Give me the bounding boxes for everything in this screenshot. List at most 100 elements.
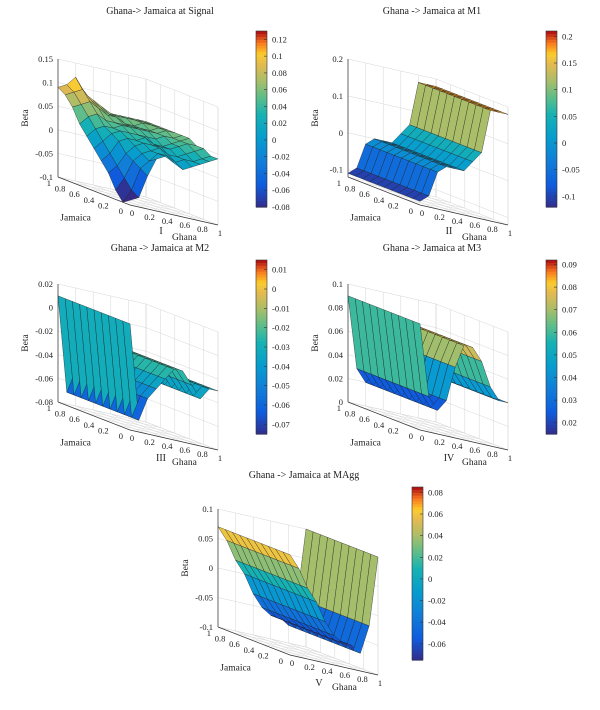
- colorbar-segment: [546, 45, 557, 50]
- colorbar: 0.12 0.1 0.08 0.06 0.04 0.02 0 -0.02 -0.04 -0.06 -…: [255, 30, 290, 212]
- colorbar-segment: [412, 530, 423, 534]
- colorbar-segment: [546, 36, 557, 41]
- y-gridline: [405, 101, 494, 220]
- floor-front-edge: [347, 176, 509, 226]
- colorbar-segment: [546, 413, 557, 418]
- colorbar-segment: [256, 347, 267, 351]
- colorbar-segment: [546, 130, 557, 135]
- z-tick-label: 0: [209, 563, 213, 573]
- colorbar-segment: [546, 393, 557, 397]
- z-tick-label: 0.06: [328, 326, 343, 336]
- y-gridline: [57, 304, 147, 423]
- colorbar-segment: [256, 183, 267, 188]
- colorbar-segment: [546, 323, 557, 328]
- y-tick-label: 0.2: [98, 200, 109, 210]
- colorbar-segment: [256, 192, 267, 196]
- x-tick-label: 0.8: [487, 224, 498, 234]
- colorbar-segment: [256, 407, 267, 412]
- y-tick-label: 0.8: [55, 184, 66, 194]
- colorbar-segment: [412, 602, 423, 606]
- surface-facet: [201, 386, 219, 392]
- colorbar-segment: [412, 510, 423, 514]
- colorbar-segment: [256, 142, 267, 146]
- colorbar-segment: [256, 428, 267, 432]
- x-tick-label: 0.8: [197, 224, 208, 234]
- colorbar-segment: [412, 639, 423, 644]
- colorbar-segment: [546, 358, 557, 363]
- colorbar-segment: [546, 376, 557, 380]
- colorbar-segment: [546, 294, 557, 299]
- colorbar-segment: [546, 297, 557, 302]
- colorbar-segment: [256, 57, 267, 61]
- colorbar-segment: [256, 51, 267, 56]
- colorbar-segment: [412, 527, 423, 531]
- y-tick-label: 0.2: [98, 425, 109, 435]
- colorbar: 0.01 0 -0.01 -0.02 -0.03 -0.04 -0.05 -0.06 -0.07: [255, 259, 290, 435]
- y-tick-label: 0: [279, 656, 283, 666]
- colorbar-tick-label: 0.04: [428, 531, 444, 541]
- colorbar-segment: [256, 75, 267, 79]
- colorbar-segment: [256, 110, 267, 114]
- colorbar-segment: [256, 274, 267, 278]
- z-tick-label: 0.1: [202, 504, 213, 514]
- z-tick-label: -0.06: [35, 373, 53, 383]
- colorbar-segment: [412, 587, 423, 592]
- y-tick-label: 0.6: [69, 189, 80, 199]
- colorbar-segment: [256, 101, 267, 105]
- colorbar-segment: [546, 274, 557, 278]
- colorbar-segment: [412, 544, 423, 549]
- colorbar-segment: [256, 42, 267, 47]
- colorbar-segment: [412, 590, 423, 595]
- y-gridline: [101, 95, 190, 215]
- colorbar-tick-label: 0.03: [562, 395, 577, 405]
- colorbar-tick-label: -0.05: [272, 381, 290, 391]
- colorbar-segment: [546, 186, 557, 190]
- colorbar-segment: [546, 318, 557, 322]
- x-tick-label: 0.4: [162, 216, 173, 226]
- y-tick-label: 0.4: [244, 645, 255, 655]
- x-tick-label: 0.2: [304, 662, 315, 672]
- x-axis-label: Ghana: [172, 233, 198, 243]
- x-tick-label: 0: [290, 658, 294, 668]
- colorbar-segment: [256, 89, 267, 94]
- colorbar-tick-label: 0.15: [562, 58, 577, 68]
- chart-title: Ghana -> Jamaica at M3: [383, 243, 481, 254]
- colorbar-segment: [546, 280, 557, 284]
- colorbar-segment: [256, 315, 267, 319]
- x-tick-label: 0.6: [339, 670, 350, 680]
- colorbar-segment: [256, 119, 267, 123]
- y-tick-label: 0.8: [55, 409, 66, 419]
- z-tick-label: 0.1: [332, 91, 343, 101]
- colorbar-segment: [546, 384, 557, 389]
- chart-title: Ghana -> Jamaica at M1: [383, 6, 481, 17]
- surface-panel-2: 0 0.2 0.4 0.6 0.8 100.20.40.60.81-0.100.10.2G…: [311, 6, 580, 243]
- z-tick-label: 0.05: [38, 101, 53, 111]
- colorbar-segment: [546, 399, 557, 403]
- colorbar-tick-label: 0: [272, 135, 276, 145]
- z-axis-label: Beta: [21, 334, 31, 352]
- z-tick-label: 0.08: [328, 303, 343, 313]
- colorbar-segment: [256, 370, 267, 374]
- colorbar-segment: [256, 45, 267, 50]
- colorbar-segment: [412, 648, 423, 652]
- x-axis-label: Ghana: [462, 233, 488, 243]
- colorbar-segment: [546, 326, 557, 331]
- x-tick-label: 1: [218, 228, 222, 238]
- colorbar-frame: [545, 259, 558, 435]
- y-tick-label: 1: [207, 628, 211, 638]
- colorbar-segment: [256, 260, 267, 264]
- colorbar-segment: [546, 195, 557, 199]
- z-axis-label: Beta: [181, 559, 191, 577]
- x-tick-label: 0.6: [179, 445, 190, 455]
- colorbar-tick-label: -0.04: [272, 168, 290, 178]
- panel-label: V: [315, 678, 323, 689]
- colorbar-segment: [546, 154, 557, 158]
- floor-front-edge: [57, 401, 219, 451]
- colorbar-segment: [412, 585, 423, 589]
- colorbar-segment: [546, 277, 557, 281]
- colorbar-segment: [546, 355, 557, 360]
- y-gridline: [115, 101, 204, 220]
- panel-label: III: [156, 453, 166, 464]
- colorbar-segment: [256, 157, 267, 161]
- colorbar-segment: [256, 410, 267, 415]
